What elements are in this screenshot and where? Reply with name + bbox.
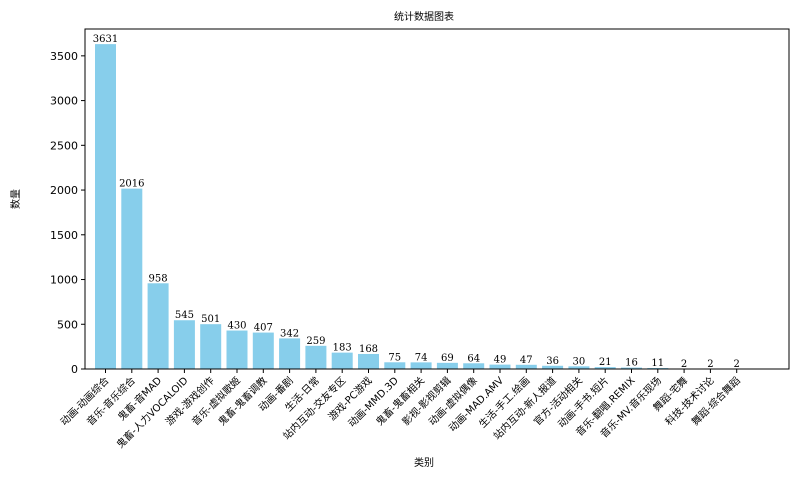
bar	[252, 332, 274, 369]
bar	[542, 365, 564, 369]
y-axis: 0 500 1000 1500 2000 2500 3000 3500	[50, 50, 85, 376]
bar-value-label: 21	[599, 357, 612, 368]
bar-value-label: 958	[149, 273, 168, 284]
bar	[121, 188, 143, 369]
bar-value-label: 49	[494, 355, 507, 366]
bar-value-label: 2	[734, 359, 740, 370]
y-tick-label: 3000	[50, 95, 78, 108]
bar	[384, 362, 406, 369]
bar-value-label: 2016	[119, 179, 144, 190]
bar-value-label: 36	[546, 356, 559, 367]
bar	[568, 366, 590, 369]
bar-value-label: 2	[707, 359, 713, 370]
value-labels-layer: 3631 2016 958 545 501 430 407 342 259 183 168 75 74 6…	[93, 34, 740, 370]
bars-layer	[95, 44, 748, 369]
y-tick-label: 0	[71, 363, 78, 376]
bar-value-label: 47	[520, 355, 533, 366]
plot-frame	[84, 28, 790, 370]
bar-value-label: 183	[333, 343, 352, 354]
bar	[147, 283, 169, 369]
y-tick-label: 2000	[50, 184, 78, 197]
bar	[200, 324, 222, 369]
bar-value-label: 75	[388, 352, 401, 363]
bar-value-label: 69	[441, 353, 454, 364]
chart-title: 统计数据图表	[394, 10, 454, 23]
y-tick-label: 1000	[50, 274, 78, 287]
bar-value-label: 545	[175, 310, 194, 321]
y-axis-label: 数量	[9, 189, 22, 209]
bar-value-label: 259	[306, 336, 325, 347]
bar	[489, 364, 511, 369]
bar-value-label: 168	[359, 344, 378, 355]
bar-value-label: 64	[467, 353, 480, 364]
bar	[410, 362, 432, 369]
y-tick-label: 1500	[50, 229, 78, 242]
y-tick-label: 500	[57, 318, 78, 331]
bar	[515, 364, 537, 369]
bar	[173, 320, 195, 369]
x-axis: 动画-动画综合音乐-音乐综合鬼畜-音MAD鬼畜-人力VOCALOID游戏-游戏创…	[57, 369, 743, 451]
bar	[463, 363, 485, 369]
bar-value-label: 2	[681, 359, 687, 370]
bar-value-label: 16	[625, 358, 638, 369]
bar-value-label: 11	[651, 358, 664, 369]
bar	[436, 362, 458, 369]
y-tick-label: 3500	[50, 50, 78, 63]
bar-value-label: 30	[573, 356, 586, 367]
bar-value-label: 3631	[93, 34, 118, 45]
bar-value-label: 430	[227, 321, 246, 332]
bar	[358, 353, 379, 369]
bar	[331, 352, 353, 369]
x-axis-label: 类别	[414, 456, 434, 469]
bar-value-label: 342	[280, 328, 299, 339]
y-tick-label: 2500	[50, 139, 78, 152]
bar-value-label: 407	[254, 323, 273, 334]
bar	[594, 367, 616, 369]
bar	[305, 345, 327, 369]
bar-value-label: 74	[415, 352, 428, 363]
bar	[621, 367, 642, 369]
bar	[279, 338, 301, 369]
bar-value-label: 501	[201, 314, 220, 325]
bar	[226, 330, 248, 369]
bar	[95, 44, 116, 369]
